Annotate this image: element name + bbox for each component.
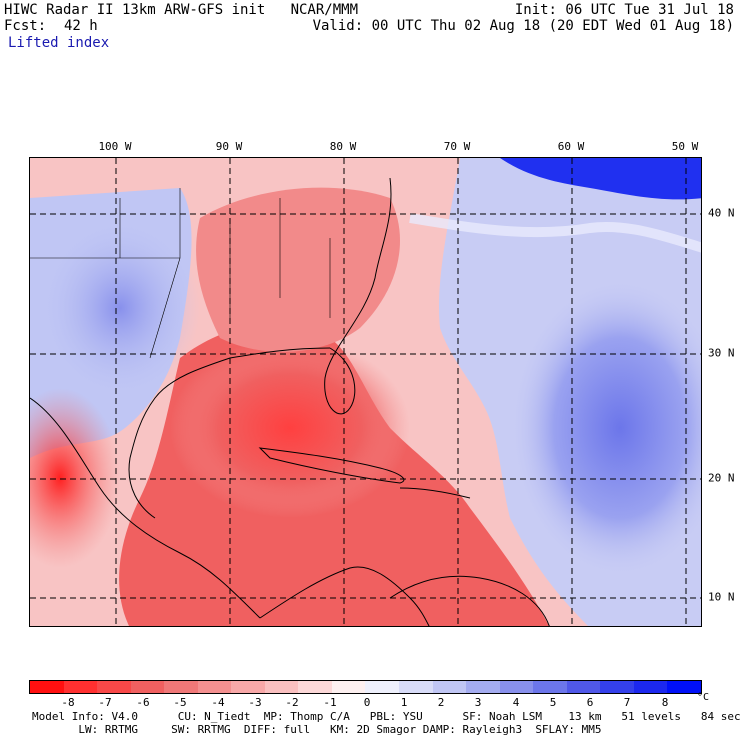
colorbar-segment — [164, 681, 198, 693]
south-america-line — [389, 575, 550, 626]
lat-label: 10 N — [708, 590, 735, 604]
colorbar-segment — [231, 681, 265, 693]
lon-label: 100 W — [98, 140, 132, 153]
lon-label: 70 W — [443, 140, 471, 153]
pacific-core — [30, 388, 120, 568]
field-name: Lifted index — [8, 35, 110, 51]
texas-core — [40, 218, 200, 398]
lon-label: 50 W — [671, 140, 699, 153]
colorbar-unit: °C — [697, 692, 710, 703]
eastern-us-unstable — [196, 187, 400, 352]
colorbar-segment — [667, 681, 701, 693]
map-canvas — [30, 158, 701, 626]
colorbar-tick: 1 — [400, 696, 408, 709]
lat-label: 30 N — [708, 346, 735, 360]
model-info-line2: LW: RRTMG SW: RRTMG DIFF: full KM: 2D Sm… — [32, 723, 602, 736]
colorbar-tick: -8 — [61, 696, 75, 709]
gulf-coast-line — [128, 347, 331, 519]
colorbar-segment — [264, 681, 299, 693]
cuba-line — [258, 447, 405, 484]
colorbar-tick: -7 — [98, 696, 112, 709]
east-coast-line — [324, 177, 392, 415]
colorbar-segment — [130, 681, 165, 693]
mexico-line — [30, 397, 261, 619]
colorbar-tick: -2 — [285, 696, 299, 709]
colorbar-tick: -4 — [211, 696, 225, 709]
lon-label: 90 W — [215, 140, 243, 153]
colorbar-tick: -6 — [136, 696, 150, 709]
colorbar-tick: 0 — [363, 696, 371, 709]
lat-label: 40 N — [708, 206, 735, 220]
colorbar-segment — [633, 681, 668, 693]
colorbar-tick: 6 — [586, 696, 594, 709]
colorbar-tick: 4 — [512, 696, 520, 709]
hispaniola-line — [399, 487, 471, 499]
lifted-index-map — [29, 157, 702, 627]
colorbar-segment — [399, 681, 433, 693]
colorbar-segment — [365, 681, 400, 693]
colorbar-segment — [97, 681, 131, 693]
lon-label: 80 W — [329, 140, 357, 153]
colorbar-segment — [30, 681, 64, 693]
colorbar-tick: 7 — [623, 696, 631, 709]
colorbar-tick: -1 — [323, 696, 337, 709]
valid-time: Valid: 00 UTC Thu 02 Aug 18 (20 EDT Wed … — [312, 18, 734, 34]
colorbar-segment — [298, 681, 332, 693]
colorbar-segment — [600, 681, 634, 693]
lat-lon-grid — [30, 158, 701, 626]
ne-wisps — [409, 213, 701, 253]
init-time: Init: 06 UTC Tue 31 Jul 18 — [514, 2, 734, 18]
lat-label: 20 N — [708, 471, 735, 485]
central-america-line — [259, 566, 430, 626]
colorbar-tick: 3 — [474, 696, 482, 709]
colorbar-segment — [331, 681, 366, 693]
colorbar-segment — [499, 681, 534, 693]
model-title: HIWC Radar II 13km ARW-GFS init NCAR/MMM — [4, 2, 359, 18]
colorbar-segment — [197, 681, 232, 693]
model-info-line1: Model Info: V4.0 CU: N_Tiedt MP: Thomp C… — [32, 710, 740, 723]
colorbar-tick: 5 — [549, 696, 557, 709]
colorbar-segment — [63, 681, 98, 693]
colorbar-tick: 8 — [661, 696, 669, 709]
colorbar — [29, 680, 702, 694]
colorbar-segment — [466, 681, 500, 693]
colorbar-tick: -5 — [173, 696, 187, 709]
gulf-core — [170, 338, 410, 518]
atlantic-core — [510, 278, 701, 578]
forecast-hour: 42 h — [64, 18, 98, 34]
colorbar-segment — [533, 681, 567, 693]
lon-label: 60 W — [557, 140, 585, 153]
colorbar-tick: 2 — [437, 696, 445, 709]
colorbar-segment — [566, 681, 601, 693]
forecast-label: Fcst: — [4, 18, 47, 34]
colorbar-tick: -3 — [248, 696, 262, 709]
colorbar-segment — [432, 681, 467, 693]
northeast-blue-patch — [500, 158, 701, 200]
